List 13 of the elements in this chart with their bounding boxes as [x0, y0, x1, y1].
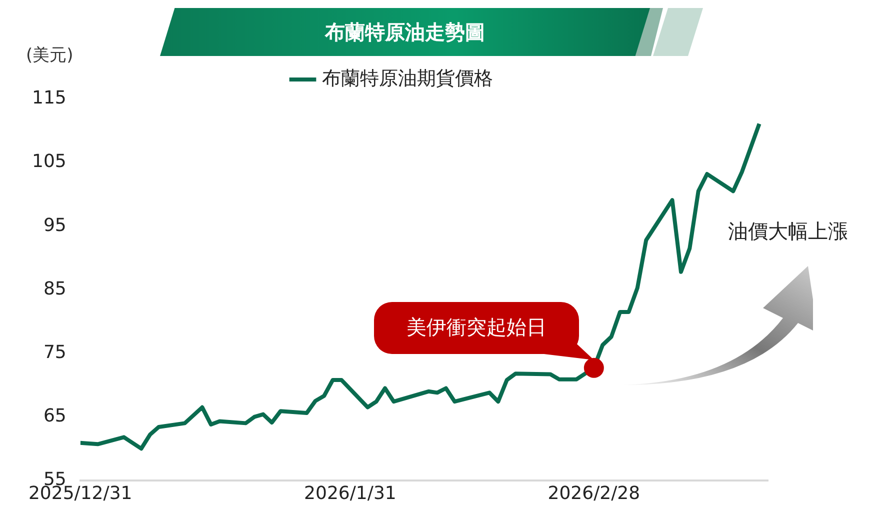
y-tick-label: 75 — [43, 342, 66, 363]
y-tick-label: 95 — [43, 214, 66, 236]
y-tick-label: 65 — [43, 406, 66, 427]
y-axis-title: (美元) — [26, 45, 74, 66]
x-tick-label: 2026/2/28 — [548, 482, 640, 504]
y-tick-label: 85 — [43, 278, 66, 300]
legend-label: 布蘭特原油期貨價格 — [322, 67, 493, 90]
y-tick-label: 105 — [32, 151, 66, 172]
annotation: 油價大幅上漲 — [728, 218, 848, 245]
annotation: 美伊衝突起始日 — [374, 302, 579, 354]
y-tick-label: 115 — [32, 88, 66, 109]
chart-title: 布蘭特原油走勢圖 — [325, 18, 485, 46]
x-tick-label: 2026/1/31 — [304, 482, 396, 504]
